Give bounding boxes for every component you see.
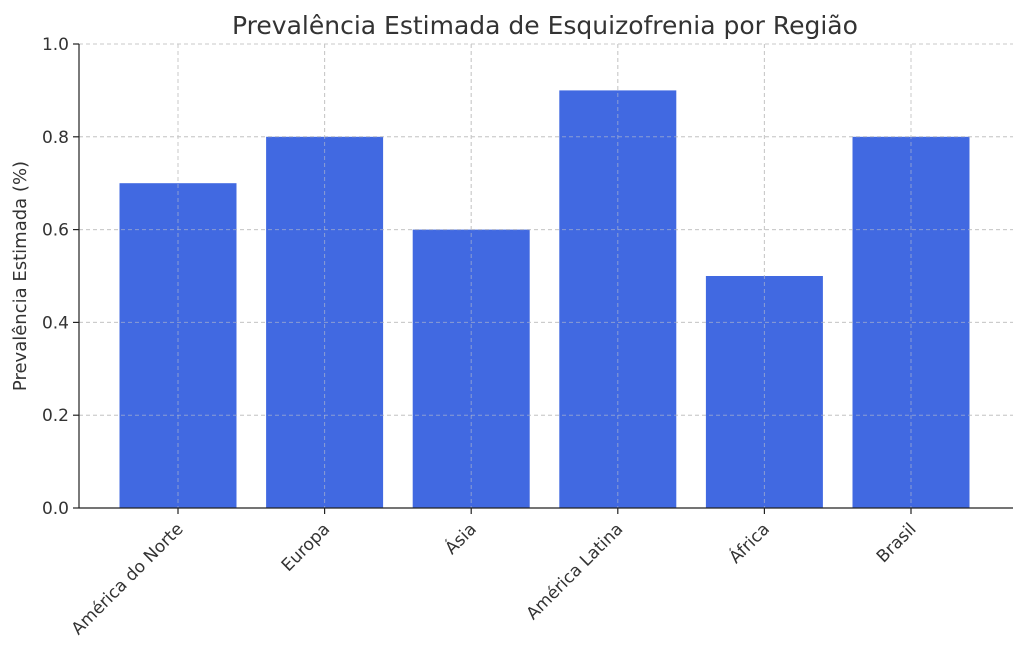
axes-layer xyxy=(78,44,1013,509)
x-tick-label: África xyxy=(724,518,774,568)
x-tick-label: Europa xyxy=(278,519,334,575)
y-tick-label: 0.4 xyxy=(42,313,69,333)
y-tick-label: 0.0 xyxy=(42,499,69,519)
bar xyxy=(705,276,823,508)
bars-layer xyxy=(79,43,1013,509)
x-tick-label: Brasil xyxy=(873,519,921,567)
x-tick-label: América do Norte xyxy=(68,519,188,639)
chart-title: Prevalência Estimada de Esquizofrenia po… xyxy=(232,11,858,40)
y-tick-label: 1.0 xyxy=(42,35,69,55)
x-tick-label: Ásia xyxy=(440,518,481,559)
y-axis-label: Prevalência Estimada (%) xyxy=(10,161,31,391)
y-tick-label: 0.6 xyxy=(42,221,69,241)
x-tick-label: América Latina xyxy=(523,519,628,624)
y-tick-label: 0.8 xyxy=(42,128,69,148)
y-tick-label: 0.2 xyxy=(42,406,69,426)
